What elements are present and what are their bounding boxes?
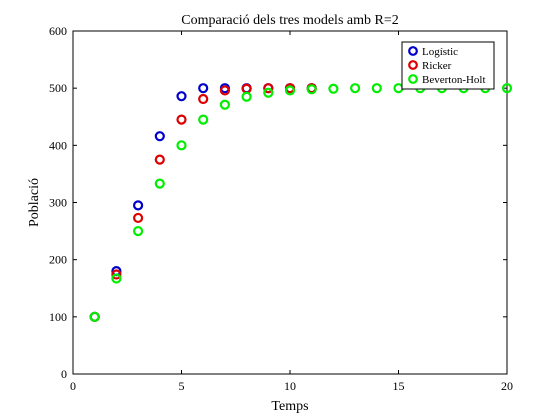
series-2 xyxy=(89,83,513,322)
data-point xyxy=(219,85,230,96)
data-points xyxy=(89,83,513,322)
data-point xyxy=(176,91,187,102)
data-point xyxy=(198,93,209,105)
legend: Logístic Ricker Beverton-Holt xyxy=(401,41,495,90)
data-point xyxy=(154,154,165,165)
x-tick-label: 15 xyxy=(393,379,405,393)
data-point xyxy=(284,85,296,96)
data-point xyxy=(111,269,122,280)
y-tick-label: 300 xyxy=(49,196,67,210)
x-tick-label: 10 xyxy=(284,379,296,393)
legend-marker xyxy=(408,60,418,70)
data-point xyxy=(89,311,100,322)
data-point xyxy=(328,83,339,94)
y-tick-label: 500 xyxy=(49,81,67,95)
data-point xyxy=(350,83,361,94)
y-tick-label: 200 xyxy=(49,253,67,267)
chart-title: Comparació dels tres models amb R=2 xyxy=(181,13,398,28)
x-tick-label: 5 xyxy=(179,379,185,393)
data-point xyxy=(263,87,274,98)
legend-label: Logístic xyxy=(422,46,458,58)
data-point xyxy=(154,131,165,142)
data-point xyxy=(219,99,230,110)
x-axis-label: Temps xyxy=(271,399,308,414)
data-point xyxy=(111,273,122,284)
data-point xyxy=(176,140,187,151)
data-point xyxy=(263,83,274,94)
data-point xyxy=(501,83,513,94)
data-point xyxy=(133,200,144,211)
data-point xyxy=(393,83,404,94)
data-point xyxy=(241,91,252,102)
y-tick-label: 100 xyxy=(49,310,67,324)
legend-label: Beverton-Holt xyxy=(422,74,486,86)
y-axis-label: Població xyxy=(27,178,42,227)
legend-label: Ricker xyxy=(422,60,452,72)
y-tick-label: 400 xyxy=(49,138,67,152)
data-point xyxy=(133,212,144,224)
data-point xyxy=(176,114,187,125)
legend-marker xyxy=(408,74,418,84)
data-point xyxy=(198,83,209,94)
data-point xyxy=(133,225,144,237)
series-0 xyxy=(89,83,317,322)
series-1 xyxy=(89,83,317,322)
data-point xyxy=(371,83,382,94)
x-tick-label: 0 xyxy=(70,379,76,393)
data-point xyxy=(154,178,165,189)
data-point xyxy=(198,114,209,125)
data-point xyxy=(306,84,317,95)
legend-marker xyxy=(408,46,418,56)
y-tick-label: 0 xyxy=(61,367,67,381)
x-tick-label: 20 xyxy=(501,379,513,393)
y-tick-label: 600 xyxy=(49,24,67,38)
